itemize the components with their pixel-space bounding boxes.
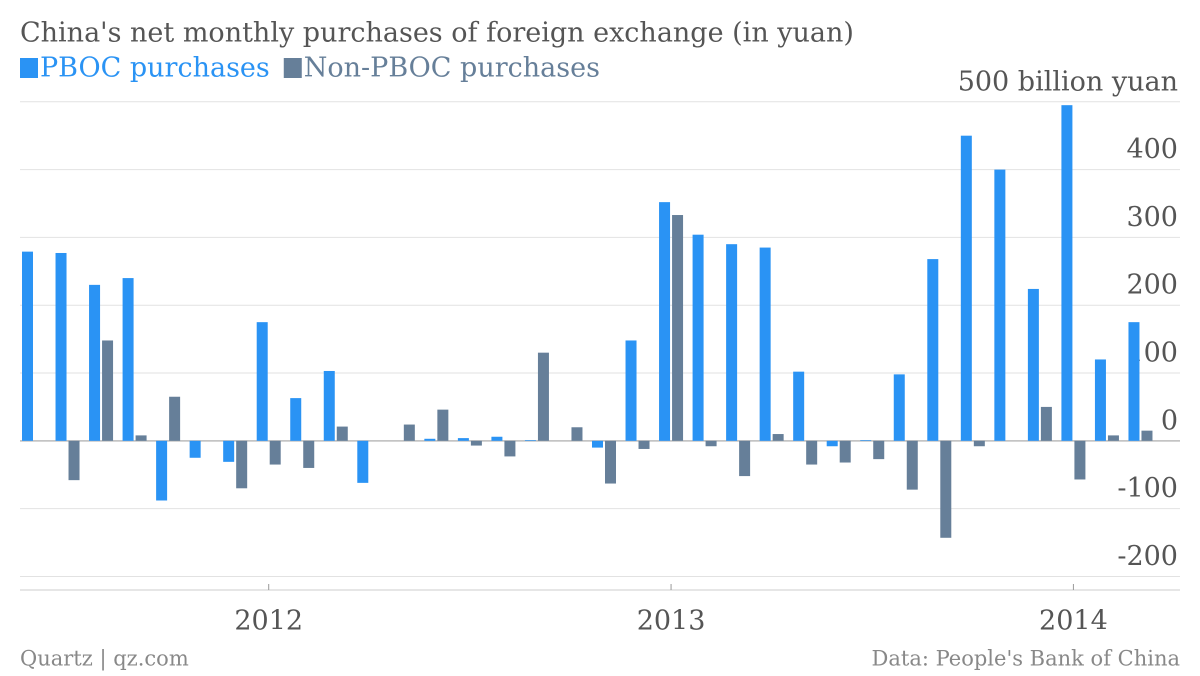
- bar: [68, 440, 80, 481]
- bar: [739, 440, 751, 477]
- bar: [692, 234, 704, 441]
- bar: [457, 438, 469, 441]
- bar: [973, 440, 985, 447]
- bar: [672, 215, 684, 441]
- bar: [960, 135, 972, 441]
- bar: [89, 284, 101, 441]
- bar: [223, 440, 235, 462]
- legend-swatch: [283, 58, 302, 78]
- bar: [605, 440, 616, 484]
- bar: [156, 440, 168, 501]
- y-tick-label: 300: [1126, 202, 1178, 233]
- bar: [236, 440, 248, 489]
- bar: [1027, 288, 1039, 441]
- legend-label: Non-PBOC purchases: [304, 53, 600, 84]
- bar: [772, 434, 784, 441]
- legend-swatch: [20, 58, 38, 78]
- bar: [906, 440, 918, 490]
- bar: [893, 374, 905, 441]
- bar: [169, 396, 181, 441]
- bar: [994, 169, 1006, 441]
- bar: [940, 440, 952, 538]
- y-tick-label: 200: [1126, 270, 1178, 301]
- bar: [323, 370, 335, 441]
- bar: [1094, 359, 1106, 441]
- bar: [470, 440, 482, 446]
- bar: [336, 426, 348, 441]
- bar: [625, 340, 637, 441]
- bar: [1040, 406, 1052, 441]
- bar: [357, 440, 369, 483]
- bar: [122, 278, 134, 441]
- bar: [135, 435, 147, 441]
- bar: [1128, 322, 1140, 441]
- bar: [806, 440, 818, 465]
- bar: [504, 440, 516, 457]
- legend-label: PBOC purchases: [40, 53, 270, 84]
- legend: PBOC purchases Non-PBOC purchases: [20, 53, 600, 84]
- source: Data: People's Bank of China: [872, 647, 1180, 671]
- bar: [659, 202, 671, 441]
- x-tick-label: 2014: [1039, 606, 1108, 637]
- bar: [1074, 440, 1086, 480]
- bar: [726, 244, 738, 441]
- bar: [55, 252, 67, 441]
- bar: [303, 440, 315, 468]
- bar: [537, 352, 549, 441]
- x-tick-label: 2012: [234, 606, 303, 637]
- bar: [437, 409, 449, 441]
- bar: [1107, 435, 1119, 441]
- chart-title: China's net monthly purchases of foreign…: [20, 18, 854, 49]
- bar: [1061, 105, 1073, 441]
- bar: [860, 440, 872, 441]
- bar: [424, 438, 436, 441]
- x-tick-label: 2013: [637, 606, 706, 637]
- bar: [571, 427, 583, 441]
- bar: [1141, 430, 1153, 441]
- bar: [256, 322, 268, 441]
- y-tick-label: 400: [1126, 134, 1178, 165]
- bar: [102, 340, 114, 441]
- bar: [592, 440, 603, 448]
- bar: [189, 440, 201, 458]
- bar: [826, 440, 838, 447]
- bar: [290, 398, 302, 441]
- bar: [927, 259, 939, 441]
- y-tick-label: -100: [1117, 473, 1178, 504]
- y-tick-label: 500 billion yuan: [958, 66, 1178, 97]
- bar: [705, 440, 717, 447]
- y-tick-label: -200: [1117, 541, 1178, 572]
- bar: [839, 440, 851, 463]
- bar: [793, 371, 805, 441]
- bar: [524, 440, 536, 441]
- bar: [759, 247, 771, 441]
- bar: [873, 440, 885, 460]
- bar: [403, 424, 415, 441]
- bar: [638, 440, 650, 449]
- bar: [269, 440, 281, 465]
- bar: [22, 251, 33, 441]
- y-tick-label: 0: [1161, 405, 1178, 436]
- credit: Quartz | qz.com: [20, 647, 189, 672]
- bar: [491, 436, 503, 441]
